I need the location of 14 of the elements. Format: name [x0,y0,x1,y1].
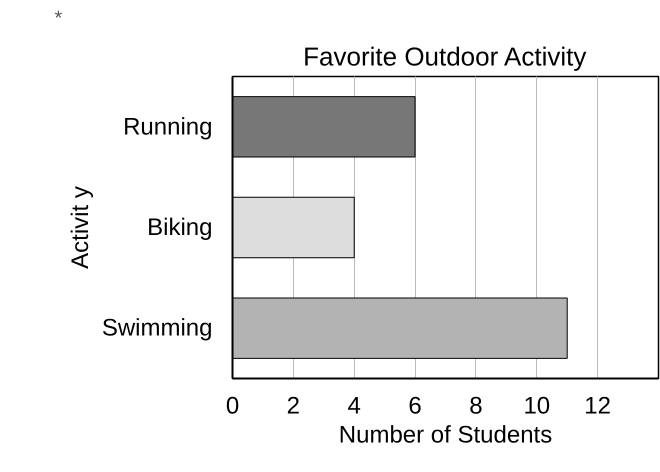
x-tick-label: 12 [584,392,611,420]
x-tick-label: 10 [523,392,550,420]
x-tick-label: 4 [348,392,361,420]
y-tick-label: Swimming [102,314,213,342]
x-tick-label: 6 [408,392,422,420]
y-tick-label: Running [123,113,213,140]
x-tick-label: 0 [226,392,240,420]
x-tick-label: 8 [469,392,483,420]
x-axis-title: Number of Students [338,422,552,448]
text: * [54,8,62,30]
y-axis-title: Activit y [66,186,94,269]
x-tick-label: 2 [286,392,300,420]
chart-title: Favorite Outdoor Activity [303,42,586,72]
y-tick-label: Biking [147,214,213,241]
